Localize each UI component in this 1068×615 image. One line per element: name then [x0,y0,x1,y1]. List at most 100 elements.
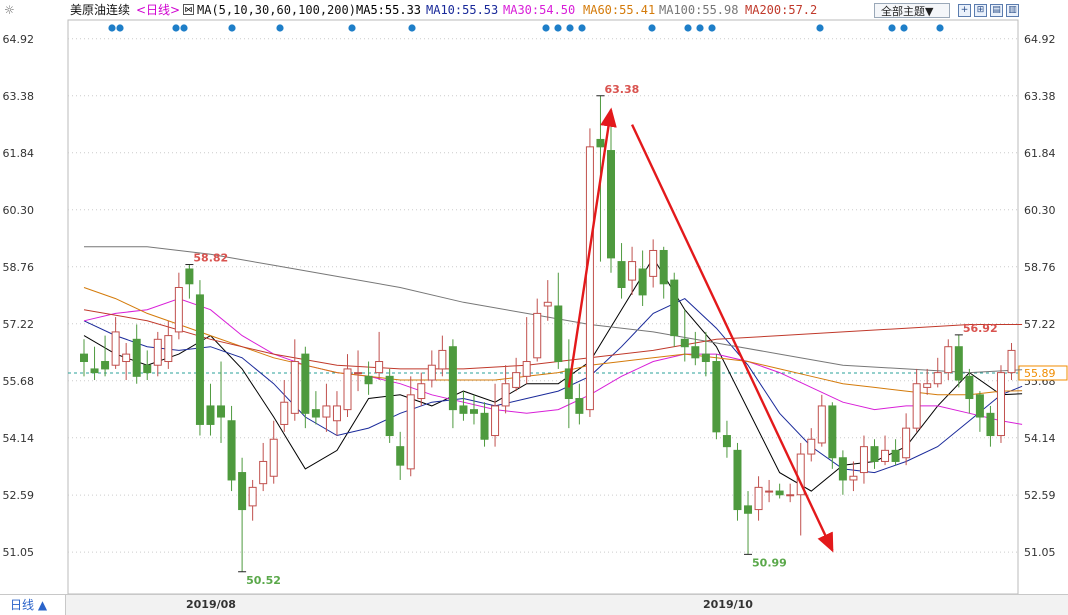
y-tick-label: 55.68 [3,375,35,388]
instrument-name: 美原油连续 [70,3,131,17]
candle-body [807,438,816,455]
candle-body [343,368,352,411]
price-chart[interactable]: 64.92 64.92 63.38 63.38 61.84 61.84 60.30 60.30… [0,0,1068,594]
candle-body [522,361,531,377]
y-tick-label: 64.92 [1024,33,1056,46]
candle-body [396,446,405,466]
y-tick-label: 51.05 [1024,546,1056,559]
chart-type-icon[interactable]: ▥ [1006,4,1019,17]
candle-body [364,375,373,385]
candle-body [870,446,879,462]
candle-body [480,412,489,440]
y-tick-label: 64.92 [3,33,35,46]
candle-body [986,412,995,437]
ma-toggle-icon[interactable]: ⋈ [183,4,194,15]
ma-value-label: MA200:57.2 [745,3,818,17]
event-dot [108,24,116,32]
ma-value-label: MA30:54.50 [503,3,576,17]
y-tick-label: 54.14 [1024,432,1056,445]
candle-body [248,486,257,507]
candle-body [469,409,478,414]
y-tick-label: 52.59 [3,489,35,502]
plus-icon[interactable]: + [958,4,971,17]
y-tick-label: 51.05 [3,546,35,559]
candle-body [575,398,584,414]
date-label: 2019/10 [703,598,753,611]
candle-body [638,268,647,296]
trend-arrow [630,124,834,553]
ma-line-ma30 [83,298,1023,425]
y-tick-label: 60.30 [1024,204,1056,217]
candle-body [649,249,658,277]
candle-body [132,338,141,377]
candle-body [217,405,226,418]
period-label[interactable]: <日线> [136,3,181,17]
candle-body [744,505,753,514]
candle-body [227,420,236,481]
candle-body [259,460,268,485]
extreme-label: 58.82 [193,252,228,265]
candle-body [143,364,152,374]
candle-body [923,383,932,388]
candle-body [765,490,774,493]
candle-body [933,372,942,385]
event-dot [936,24,944,32]
theme-select[interactable]: 全部主题▼ [874,3,950,18]
candle-body [996,372,1005,437]
candle-body [375,361,384,374]
candle-body [238,472,247,511]
event-dot [116,24,124,32]
ma-line-ma100 [84,246,1023,374]
candle-body [491,405,500,437]
event-dot [542,24,550,32]
extreme-label: 63.38 [604,83,639,96]
ma-line-ma10 [83,298,1023,474]
y-tick-label: 61.84 [3,147,35,160]
chart-mode-icon[interactable]: ⊞ [974,4,987,17]
ma-value-label: MA100:55.98 [659,3,739,17]
event-dot [900,24,908,32]
event-dot [708,24,716,32]
event-dot [578,24,586,32]
candle-body [975,394,984,418]
y-tick-label: 58.76 [1024,261,1056,274]
y-tick-label: 54.14 [3,432,35,445]
ma-value-label: MA5:55.33 [356,3,422,17]
ma-line-ma60 [83,287,1023,396]
candle-body [1007,349,1016,374]
candle-body [954,346,963,381]
candle-body [596,138,605,148]
candle-body [111,331,120,366]
ma-value-label: MA10:55.53 [426,3,499,17]
y-tick-label: 52.59 [1024,489,1056,502]
timeline-bar: 日线 ▲ 2019/08 2019/10 [0,594,1068,615]
candle-body [881,449,890,462]
y-tick-label: 57.22 [3,318,35,331]
candle-body [122,353,131,363]
y-tick-label: 58.76 [3,261,35,274]
ma-line-ma200 [83,309,1023,370]
candle-body [617,261,626,288]
settings-icon[interactable]: ☼ [4,3,15,17]
candle-body [859,446,868,474]
candle-body [944,346,953,374]
candle-body [174,286,183,333]
candle-body [164,335,173,363]
candle-body [501,383,510,407]
candle-body [902,427,911,459]
indicator-icon[interactable]: ▤ [990,4,1003,17]
candle-body [733,449,742,511]
extreme-label: 50.52 [246,574,281,587]
candle-body [185,268,194,285]
candle-body [512,372,521,388]
extreme-label: 56.92 [963,322,998,335]
last-price-label: 55.89 [1024,367,1056,380]
period-tab[interactable]: 日线 ▲ [0,595,66,615]
last-price-box [1018,365,1068,381]
event-dot [888,24,896,32]
event-dot [348,24,356,32]
event-dot [408,24,416,32]
candle-body [290,361,299,414]
candle-body [406,394,415,470]
